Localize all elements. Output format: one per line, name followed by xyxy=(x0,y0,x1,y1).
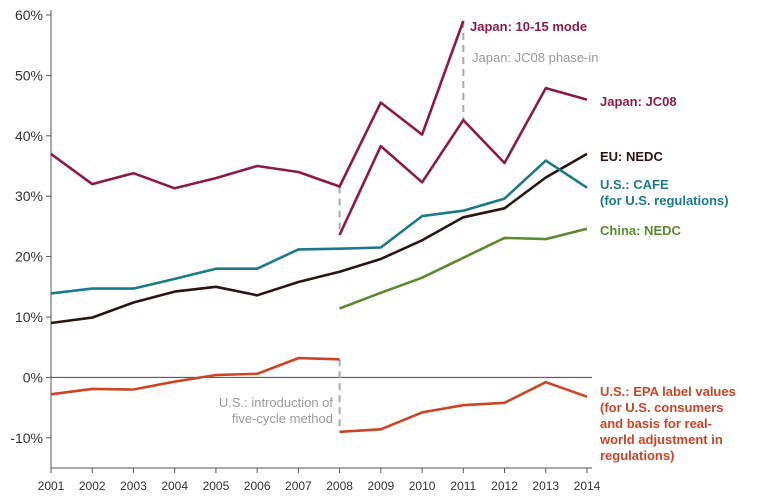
y-tick-label: 50% xyxy=(15,67,43,83)
series-line-china xyxy=(339,227,588,310)
series-label-jp1015: Japan: 10-15 mode xyxy=(470,19,587,34)
series-line-jp1015 xyxy=(50,20,465,190)
y-tick-label: -10% xyxy=(10,430,43,446)
x-tick-label: 2011 xyxy=(450,479,476,493)
series-line-jpjc08 xyxy=(338,86,588,236)
series-line-usepa xyxy=(50,356,588,434)
series-line-eu xyxy=(50,152,588,325)
annotation-text: Japan: JC08 phase-in xyxy=(472,50,598,65)
x-tick-label: 2006 xyxy=(244,479,271,493)
series-lines xyxy=(50,20,588,434)
x-tick-label: 2010 xyxy=(409,479,436,493)
x-tick-label: 2007 xyxy=(285,479,312,493)
x-tick-label: 2005 xyxy=(203,479,230,493)
x-tick-label: 2004 xyxy=(161,479,188,493)
y-tick-label: 60% xyxy=(15,7,43,23)
x-tick-label: 2009 xyxy=(367,479,394,493)
series-label-eu: EU: NEDC xyxy=(600,149,663,164)
annotation-text: U.S.: introduction of five-cycle method xyxy=(219,395,334,426)
series-label-jpjc08: Japan: JC08 xyxy=(600,94,677,109)
axes: -10% 0% 10% 20% 30% 40% 50% 60% 2001 2002 2003 2004… xyxy=(10,7,600,493)
y-tick-label: 10% xyxy=(15,309,43,325)
annotations: Japan: JC08 phase-in U.S.: introduction o… xyxy=(219,21,598,432)
series-labels: Japan: 10-15 mode Japan: JC08 EU: NEDC U.S.… xyxy=(470,19,736,463)
y-tick-label: 20% xyxy=(15,249,43,265)
x-tick-label: 2003 xyxy=(120,479,147,493)
x-tick-label: 2013 xyxy=(532,479,559,493)
x-tick-label: 2012 xyxy=(491,479,518,493)
y-tick-label: 40% xyxy=(15,128,43,144)
x-tick-label: 2001 xyxy=(38,479,65,493)
series-label-usepa: U.S.: EPA label values (for U.S. consumer… xyxy=(599,384,736,463)
y-tick-label: 0% xyxy=(23,369,43,385)
series-label-china: China: NEDC xyxy=(600,223,682,238)
series-label-uscafe: U.S.: CAFE (for U.S. regulations) xyxy=(600,177,729,208)
x-tick-label: 2014 xyxy=(574,479,601,493)
x-tick-label: 2008 xyxy=(326,479,353,493)
y-tick-label: 30% xyxy=(15,188,43,204)
x-tick-label: 2002 xyxy=(79,479,106,493)
series-line-uscafe xyxy=(50,159,588,295)
